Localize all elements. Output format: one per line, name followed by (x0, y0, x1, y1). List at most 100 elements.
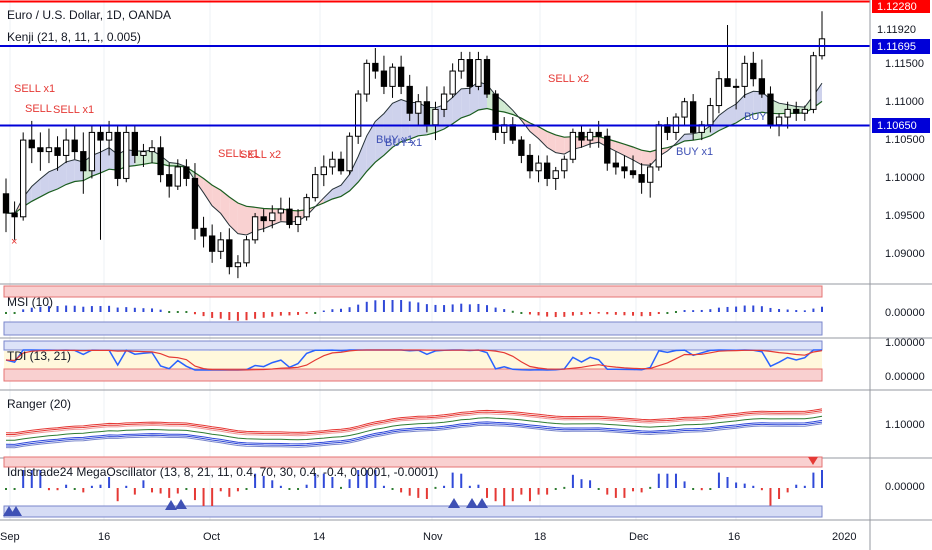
msi-bar (726, 306, 729, 312)
cloud-segment (212, 185, 221, 214)
mega-bar (743, 483, 746, 488)
ranger-pane[interactable]: Ranger (20) (5, 397, 823, 449)
mega-oscillator-pane[interactable]: Idnistrade24 MegaOscillator (13, 8, 21, … (3, 456, 823, 518)
candle (260, 209, 267, 233)
candle (406, 74, 413, 121)
mega-bar (443, 485, 446, 488)
indicator-label: Kenji (21, 8, 11, 1, 0.005) (7, 30, 141, 44)
mega-bar (314, 473, 317, 488)
msi-tick: 0.00000 (885, 307, 925, 319)
mega-bar (666, 473, 669, 488)
msi-bar (503, 309, 506, 312)
candle (312, 166, 319, 202)
cloud-segment (633, 146, 642, 165)
candle-body-bull (655, 124, 662, 168)
candle-body-bear (372, 62, 379, 72)
msi-bar (606, 312, 609, 315)
mega-bar (228, 488, 231, 497)
mega-bar (254, 473, 257, 488)
candle (226, 228, 233, 275)
candle (37, 132, 44, 171)
candle (397, 55, 405, 95)
mega-bar (425, 488, 428, 499)
cloud-segment (693, 131, 702, 141)
candle-body-bull (586, 131, 594, 141)
candle (88, 124, 96, 179)
msi-bar (142, 308, 145, 312)
cloud-segment (57, 161, 67, 189)
ranger-line (6, 410, 823, 435)
msi-bar (47, 306, 50, 312)
msi-bar (73, 305, 76, 312)
ranger-line (6, 421, 823, 447)
msi-bar (339, 308, 342, 312)
mega-bar (760, 488, 763, 491)
msi-bar (803, 310, 806, 312)
msi-bar (5, 312, 7, 314)
mega-bar (30, 470, 33, 488)
candle-body-bear (595, 131, 602, 137)
candle (458, 51, 465, 79)
mega-bar (717, 472, 720, 488)
tdi-pane[interactable]: TDI (13, 21) (3, 340, 823, 382)
msi-bar (56, 306, 59, 312)
mega-bar (90, 485, 93, 488)
price-axis[interactable]: 1.12280 1.11920 1.11695 1.10650 1.11500 … (872, 0, 930, 493)
candle-body-bear (37, 147, 44, 153)
msi-bar (125, 307, 128, 312)
msi-bar (451, 304, 454, 312)
candle-body-bull (62, 139, 70, 156)
mega-bar (82, 488, 85, 493)
msi-bar (211, 312, 214, 318)
cloud-segment (100, 147, 110, 173)
buy-triangle-icon (476, 498, 488, 508)
msi-bar (417, 302, 420, 312)
candle-body-bear (71, 139, 78, 153)
mega-bar (735, 482, 738, 488)
msi-bar (666, 312, 669, 314)
candle-body-bear (492, 93, 499, 133)
cloud-segment (452, 88, 462, 124)
candle (526, 143, 534, 179)
candle (793, 101, 800, 121)
kenji-lines (5, 81, 823, 236)
msi-bar (494, 307, 497, 312)
candle-body-bull (140, 151, 147, 156)
msi-bar (769, 307, 772, 312)
time-tick: 14 (313, 531, 325, 543)
tdi-tick: 0.00000 (885, 371, 925, 383)
candle (535, 155, 542, 183)
sell-signal-label: SELL x1 (53, 104, 94, 116)
mega-bar (305, 484, 308, 488)
mega-bar (554, 488, 557, 490)
sell-signal-label: SELL x2 (240, 149, 281, 161)
msi-bar (425, 304, 428, 312)
ranger-line (5, 408, 823, 434)
msi-bar (640, 312, 643, 317)
mega-bar (391, 488, 394, 490)
price-tick: 1.09000 (885, 248, 925, 260)
candle-body-bull (440, 93, 448, 110)
candle (355, 90, 362, 144)
mega-bar (348, 479, 351, 488)
candle-body-bull (243, 239, 250, 264)
msi-bar (193, 312, 196, 315)
candle-body-bull (217, 239, 224, 252)
mega-label: Idnistrade24 MegaOscillator (13, 8, 21, … (7, 465, 438, 479)
msi-bar (821, 306, 823, 312)
candle-body-bear (286, 208, 293, 225)
candle-body-bull (784, 108, 791, 118)
candle-body-bull (294, 216, 302, 225)
mega-bar (726, 477, 729, 488)
msi-bar (82, 306, 85, 312)
mega-bar (116, 488, 119, 502)
time-axis[interactable]: Sep 16 Oct 14 Nov 18 Dec 16 2020 (0, 531, 856, 543)
cloud-segment (340, 174, 350, 197)
candle (715, 71, 723, 114)
msi-bar (700, 309, 703, 312)
msi-pane[interactable]: MSI (10) (3, 285, 823, 336)
candle-body-bear (208, 235, 216, 252)
cloud-segment (48, 168, 58, 193)
msi-bar (795, 310, 798, 312)
